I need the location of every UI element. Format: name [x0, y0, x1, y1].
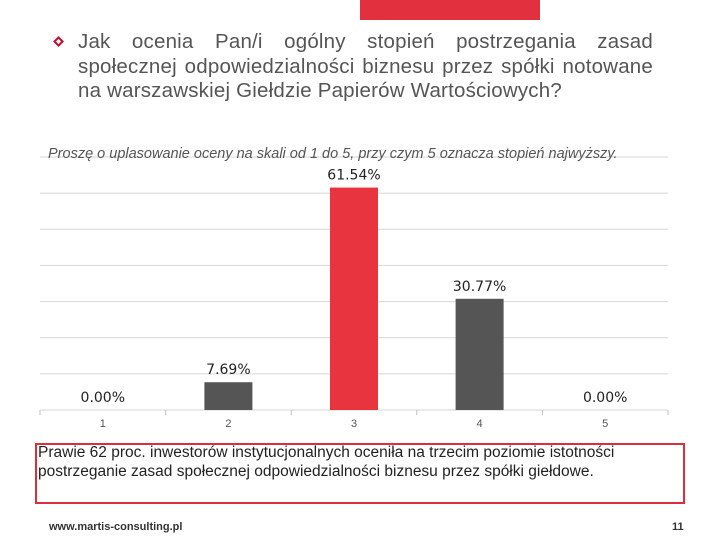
top-accent-bar [0, 0, 720, 20]
data-label-4: 30.77% [453, 279, 506, 295]
bar-3 [330, 187, 378, 410]
bar-chart: 0.00% 1 7.69% 2 61.54% 3 30.77% 4 0.00% 5 [39, 156, 669, 430]
bar-2 [204, 382, 253, 410]
diamond-bullet-icon [53, 36, 64, 47]
x-tick-label-4: 4 [477, 418, 483, 430]
top-bar-left [0, 0, 360, 20]
data-label-2: 7.69% [206, 362, 250, 378]
footer-url[interactable]: www.martis-consulting.pl [49, 521, 183, 533]
instruction-text: Proszę o uplasowanie oceny na skali od 1… [48, 146, 618, 162]
data-label-1: 0.00% [81, 390, 125, 406]
bar-4 [455, 298, 504, 410]
data-label-5: 0.00% [583, 390, 627, 406]
top-bar-red-block [360, 0, 540, 20]
question-text: Jak ocenia Pan/i ogólny stopień postrzeg… [78, 30, 653, 102]
page-number: 11 [672, 521, 684, 533]
data-label-3: 61.54% [327, 168, 380, 184]
x-tick-label-2: 2 [225, 418, 231, 430]
summary-box [35, 443, 685, 504]
x-tick-label-5: 5 [602, 418, 608, 430]
summary-text: Prawie 62 proc. inwestorów instytucjonal… [38, 444, 615, 480]
x-tick-label-3: 3 [351, 418, 357, 430]
x-tick-label-1: 1 [100, 418, 106, 430]
